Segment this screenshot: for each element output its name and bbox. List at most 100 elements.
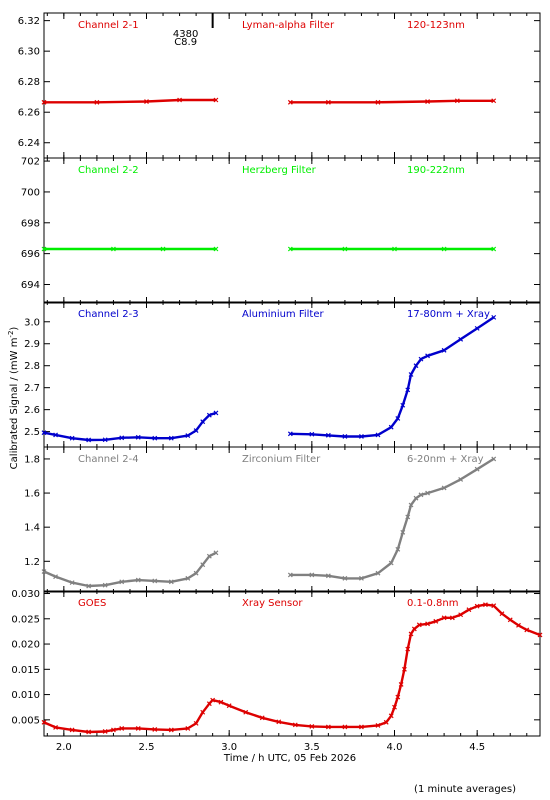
series-segment-1 xyxy=(41,550,219,589)
x-tick-label: 4.5 xyxy=(469,742,485,753)
data-point xyxy=(524,627,530,633)
y-tick-label: 2.6 xyxy=(24,405,40,416)
data-point xyxy=(168,435,174,441)
data-point xyxy=(168,727,174,733)
panel-4: 1.2 1.4 1.6 1.8 Channel 2-4 Zirconium Filter 6… xyxy=(24,446,541,593)
data-point xyxy=(405,387,411,393)
data-point xyxy=(206,701,212,707)
y-tick-label: 0.005 xyxy=(11,715,40,726)
y-tick-label: 2.5 xyxy=(24,427,40,438)
data-point xyxy=(537,632,543,638)
panel-channel-label: GOES xyxy=(78,598,106,609)
panel-band-label: 190-222nm xyxy=(407,165,465,176)
data-point xyxy=(418,492,424,498)
series-line xyxy=(290,316,495,438)
y-axis-label-main: Calibrated Signal / (mW m xyxy=(9,338,20,470)
panel-5: 0.005 0.010 0.015 0.020 0.025 0.030 GOES Xray S… xyxy=(11,589,543,737)
y-axis-label-close: ) xyxy=(9,327,20,331)
data-point xyxy=(388,560,394,566)
data-point xyxy=(413,363,419,369)
data-point xyxy=(309,431,315,437)
series-segment-1 xyxy=(41,97,219,105)
data-point xyxy=(342,434,348,439)
data-point xyxy=(398,682,404,687)
data-point xyxy=(41,569,47,574)
series-segment-1 xyxy=(41,410,219,443)
data-point xyxy=(168,579,174,585)
data-point xyxy=(395,694,401,700)
y-tick-label: 694 xyxy=(21,280,40,291)
y-axis-label: Calibrated Signal / (mW m-2) xyxy=(7,327,20,470)
data-point xyxy=(185,575,191,581)
data-point xyxy=(474,466,480,472)
y-tick-label: 2.8 xyxy=(24,361,40,372)
panel-channel-label: Channel 2-1 xyxy=(78,20,139,31)
panel-channel-label: Channel 2-2 xyxy=(78,165,139,176)
data-point xyxy=(287,246,293,252)
y-tick-label: 2.9 xyxy=(24,339,40,350)
data-point xyxy=(69,580,75,586)
data-point xyxy=(185,433,191,439)
data-point xyxy=(193,570,199,576)
data-point xyxy=(94,99,100,105)
data-point xyxy=(425,490,430,496)
data-point xyxy=(213,410,219,416)
data-point xyxy=(359,434,364,439)
series-line xyxy=(44,98,216,104)
data-point xyxy=(119,725,125,731)
data-point xyxy=(53,574,58,580)
data-point xyxy=(309,572,315,578)
series-line xyxy=(43,411,217,442)
y-tick-label: 1.4 xyxy=(24,523,40,534)
panel-2: 694 696 698 700 702 Channel 2-2 Herzberg Filte… xyxy=(21,157,541,304)
y-tick-label: 700 xyxy=(21,187,40,198)
x-axis-label: Time / h UTC, 05 Feb 2026 xyxy=(223,753,356,764)
data-point xyxy=(111,246,116,252)
data-point xyxy=(400,402,406,408)
data-point xyxy=(177,97,182,103)
data-point xyxy=(325,573,331,579)
data-point xyxy=(292,722,298,728)
data-point xyxy=(102,729,108,734)
data-point xyxy=(425,353,430,359)
panel-filter-label: Zirconium Filter xyxy=(242,454,321,465)
data-point xyxy=(491,246,497,252)
data-point xyxy=(359,724,364,730)
data-point xyxy=(408,502,414,508)
data-point xyxy=(144,99,149,104)
series-segment-2 xyxy=(287,246,497,252)
data-point xyxy=(375,722,381,728)
series-segment-1 xyxy=(41,246,219,252)
data-point xyxy=(458,476,464,482)
y-tick-label: 6.26 xyxy=(18,108,40,119)
top-marker: 4380 C8.9 xyxy=(173,13,214,48)
data-point xyxy=(243,709,249,715)
panel-filter-label: Herzberg Filter xyxy=(242,165,317,176)
data-point xyxy=(425,621,430,627)
panel-frame xyxy=(43,301,541,448)
data-point xyxy=(287,431,293,437)
data-point xyxy=(405,514,411,520)
panel-band-label: 17-80nm + Xray xyxy=(407,309,490,320)
series-segment-2 xyxy=(287,314,497,439)
data-point xyxy=(185,725,191,731)
y-tick-label: 3.0 xyxy=(24,317,40,328)
data-point xyxy=(466,607,472,613)
data-point xyxy=(342,575,348,581)
data-point xyxy=(193,428,199,433)
data-point xyxy=(200,709,206,715)
data-point xyxy=(433,618,439,624)
data-point xyxy=(102,582,108,588)
data-point xyxy=(413,495,419,501)
panel-band-label: 0.1-0.8nm xyxy=(407,598,459,609)
panel-channel-label: Channel 2-3 xyxy=(78,309,139,320)
data-point xyxy=(213,246,219,252)
x-tick-label: 2.5 xyxy=(139,742,155,753)
data-point xyxy=(210,697,216,703)
y-tick-label: 6.32 xyxy=(18,16,40,27)
series-segment-2 xyxy=(287,98,497,105)
data-point xyxy=(395,546,401,552)
data-point xyxy=(383,719,389,725)
data-point xyxy=(218,699,224,705)
data-point xyxy=(491,456,497,462)
